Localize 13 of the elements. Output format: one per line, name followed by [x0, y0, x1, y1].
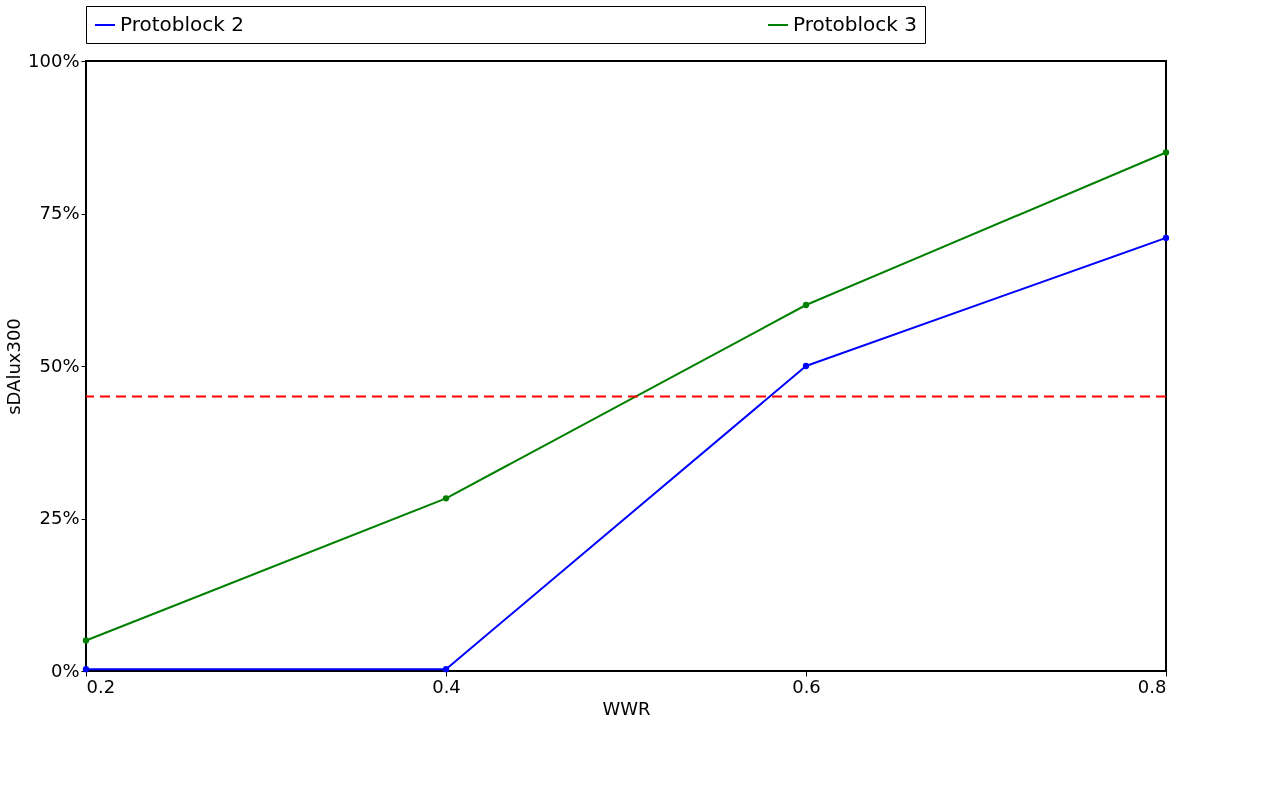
y-tick-label: 0% — [50, 659, 80, 681]
legend-label: Protoblock 3 — [793, 12, 917, 36]
y-tick-label: 100% — [28, 49, 80, 71]
y-tick-label: 50% — [39, 354, 80, 376]
y-tick-label: 75% — [39, 202, 80, 223]
x-axis-title: WWR — [602, 697, 651, 719]
x-tick-label: 0.6 — [792, 675, 821, 697]
x-tick-label: 0.2 — [86, 675, 116, 697]
x-tick-label: 0.4 — [432, 675, 461, 697]
legend-label: Protoblock 2 — [120, 12, 244, 36]
x-tick-label: 0.8 — [1137, 675, 1167, 697]
y-axis-title: sDAlux300 — [3, 318, 25, 415]
y-tick-label: 25% — [39, 507, 80, 528]
